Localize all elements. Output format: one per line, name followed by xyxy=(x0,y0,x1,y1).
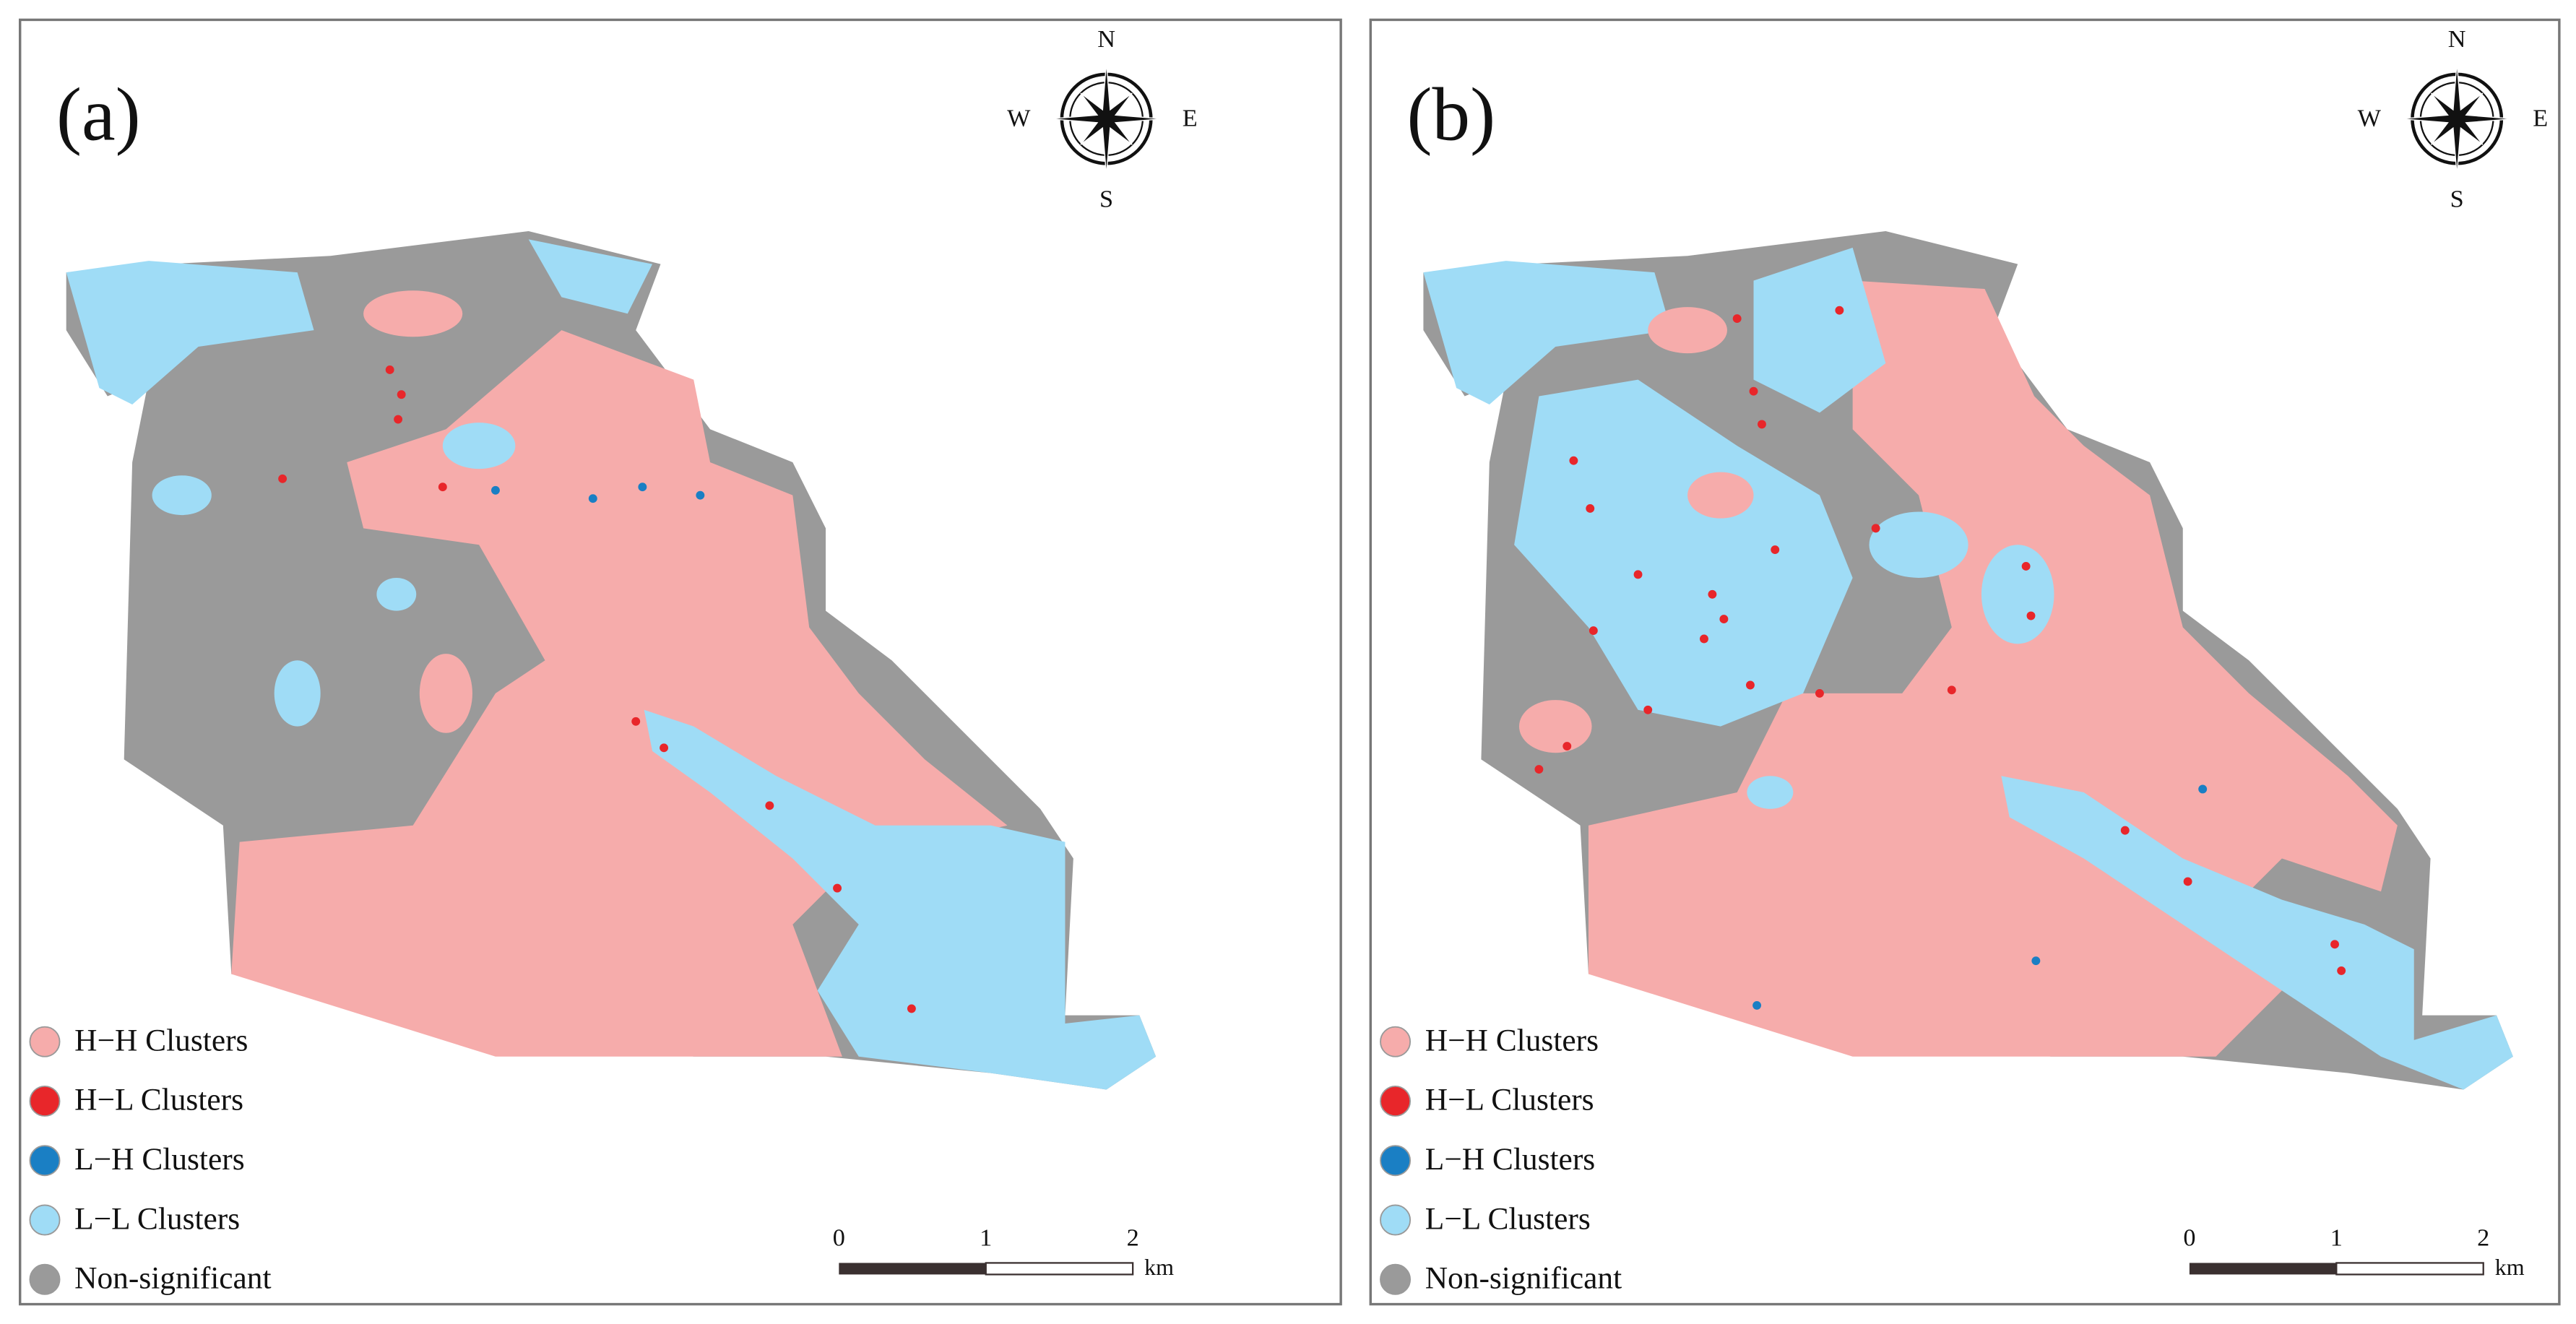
legend-label: H−L Clusters xyxy=(1425,1083,1594,1117)
legend-swatch xyxy=(1380,1263,1412,1295)
ll-area xyxy=(66,261,314,404)
panel-label: (a) xyxy=(56,72,141,156)
ll-area xyxy=(442,423,516,470)
panel-label: (b) xyxy=(1407,72,1496,156)
scale-tick-label: 1 xyxy=(980,1224,992,1251)
scale-tick-label: 2 xyxy=(1127,1224,1139,1251)
legend-swatch xyxy=(1380,1204,1412,1236)
legend-swatch xyxy=(1380,1145,1412,1177)
legend-label: L−L Clusters xyxy=(1425,1201,1591,1236)
scale-unit: km xyxy=(2495,1254,2525,1280)
compass-star xyxy=(2400,62,2513,176)
ll-area xyxy=(1981,545,2054,644)
compass-south: S xyxy=(2450,186,2464,213)
scale-tick-label: 0 xyxy=(2183,1224,2195,1251)
legend-label: L−H Clusters xyxy=(1425,1142,1595,1177)
hh-area xyxy=(1518,700,1592,753)
legend-label: L−H Clusters xyxy=(74,1142,244,1177)
scale-bar-black xyxy=(839,1263,986,1275)
panel-frame xyxy=(18,18,1342,1306)
hh-area xyxy=(419,654,472,733)
map-a xyxy=(66,230,1157,1090)
ll-area xyxy=(2001,776,2513,1090)
hh-area xyxy=(1648,307,1727,354)
scale-bar-white xyxy=(2335,1262,2484,1276)
lh-points xyxy=(491,483,705,503)
ll-area xyxy=(1747,776,1794,809)
legend-swatch xyxy=(29,1085,61,1117)
compass-star xyxy=(1050,62,1163,176)
hh-area xyxy=(363,290,463,337)
ll-area xyxy=(152,475,212,516)
scale-bar-white xyxy=(985,1262,1134,1276)
ll-area xyxy=(1514,379,1853,727)
scale-tick-label: 1 xyxy=(2330,1224,2343,1251)
legend-swatch xyxy=(29,1145,61,1177)
compass-west: W xyxy=(2358,105,2382,132)
scale-bar-black xyxy=(2189,1263,2337,1275)
legend-label: H−H Clusters xyxy=(1425,1023,1599,1057)
compass-north: N xyxy=(2448,25,2466,53)
legend-label: Non-significant xyxy=(74,1261,271,1296)
compass-east: E xyxy=(1183,105,1198,132)
lh-points xyxy=(1752,784,2208,1010)
legend-label: Non-significant xyxy=(1425,1261,1622,1296)
compass-east: E xyxy=(2533,105,2548,132)
legend-label: H−L Clusters xyxy=(74,1083,243,1117)
ll-area xyxy=(528,239,653,314)
hh-area xyxy=(1687,472,1754,519)
ll-area xyxy=(1869,511,1968,578)
ll-area xyxy=(274,660,321,727)
compass-south: S xyxy=(1099,186,1113,213)
compass-west: W xyxy=(1007,105,1031,132)
compass-north: N xyxy=(1097,25,1115,53)
ll-area xyxy=(1423,261,1672,404)
legend-swatch xyxy=(29,1026,61,1057)
legend-swatch xyxy=(1380,1026,1412,1057)
scale-tick-label: 2 xyxy=(2477,1224,2489,1251)
legend-swatch xyxy=(29,1204,61,1236)
panel: (b) N S W E H−H Clusters H−L Clusters L−H Clust… xyxy=(1380,25,2548,1296)
hl-points xyxy=(1534,306,2346,975)
scale-tick-label: 0 xyxy=(833,1224,845,1251)
hl-points xyxy=(278,365,916,1013)
scale-unit: km xyxy=(1144,1254,1174,1280)
panel: (a) N S W E H−H Clusters H−L Clusters L−H Clust… xyxy=(29,25,1198,1296)
legend-swatch xyxy=(1380,1085,1412,1117)
legend-label: L−L Clusters xyxy=(74,1201,240,1236)
hh-area xyxy=(1588,280,2398,1057)
map-b xyxy=(1423,230,2513,1090)
panel-frame xyxy=(1369,18,2561,1306)
ll-area xyxy=(1753,247,1886,413)
legend-label: H−H Clusters xyxy=(74,1023,248,1057)
legend-swatch xyxy=(29,1263,61,1295)
ll-area xyxy=(376,577,417,611)
